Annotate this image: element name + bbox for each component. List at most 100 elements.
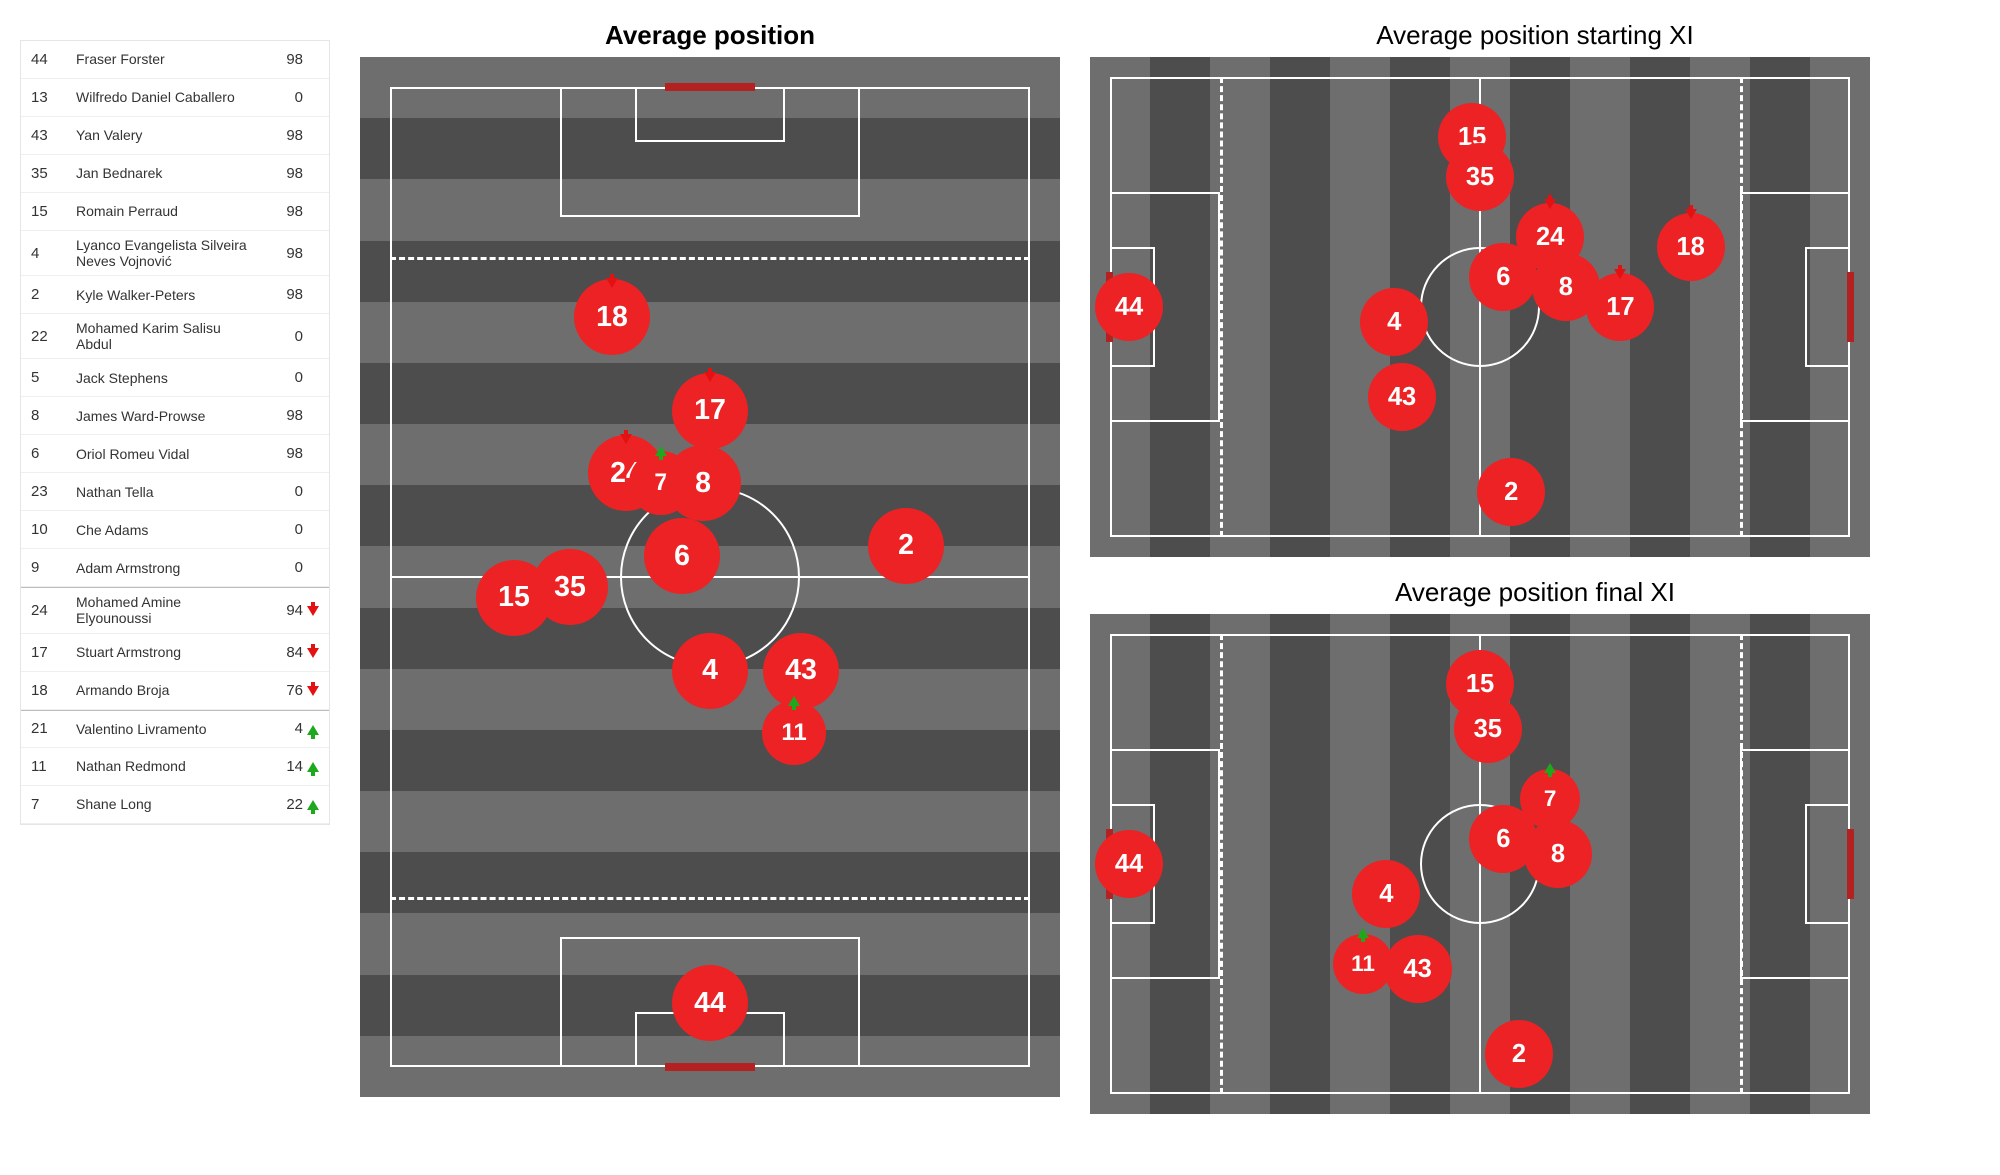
sub-out-icon (1544, 187, 1556, 216)
player-name: Jan Bednarek (76, 165, 252, 181)
sub-out-icon (1614, 257, 1626, 286)
sub-in-icon (307, 797, 321, 811)
player-minutes: 0 (252, 559, 307, 576)
player-name: Lyanco Evangelista Silveira Neves Vojnov… (76, 237, 252, 269)
table-row: 17Stuart Armstrong84 (21, 634, 329, 672)
final-chart-title: Average position final XI (1090, 577, 1980, 608)
player-name: Che Adams (76, 522, 252, 538)
player-dot: 43 (763, 633, 839, 709)
table-row: 11Nathan Redmond14 (21, 748, 329, 786)
player-minutes: 14 (252, 758, 307, 775)
player-number: 7 (31, 796, 76, 813)
player-name: Jack Stephens (76, 370, 252, 386)
player-number: 6 (31, 445, 76, 462)
player-minutes: 98 (252, 245, 307, 262)
main-avg-pitch: 181724786215354431144 (360, 57, 1060, 1097)
player-number: 10 (31, 521, 76, 538)
table-row: 35Jan Bednarek98 (21, 155, 329, 193)
player-minutes: 98 (252, 127, 307, 144)
player-number: 5 (31, 369, 76, 386)
table-row: 7Shane Long22 (21, 786, 329, 824)
player-minutes: 0 (252, 369, 307, 386)
table-row: 18Armando Broja76 (21, 672, 329, 710)
player-number: 44 (31, 51, 76, 68)
player-dot: 2 (1477, 458, 1545, 526)
player-number: 11 (31, 758, 76, 775)
table-row: 15Romain Perraud98 (21, 193, 329, 231)
player-minutes: 0 (252, 483, 307, 500)
player-dot: 18 (1657, 213, 1725, 281)
player-number: 22 (31, 328, 76, 345)
player-number: 18 (31, 682, 76, 699)
player-dot: 35 (1454, 695, 1522, 763)
sub-out-icon (620, 419, 632, 452)
sub-in-icon (1544, 753, 1556, 779)
player-dot: 17 (672, 373, 748, 449)
table-row: 10Che Adams0 (21, 511, 329, 549)
sub-out-icon (606, 263, 618, 296)
player-name: Mohamed Amine Elyounoussi (76, 594, 252, 626)
starting-chart-title: Average position starting XI (1090, 20, 1980, 51)
player-minutes: 98 (252, 445, 307, 462)
player-minutes: 98 (252, 286, 307, 303)
player-minutes: 98 (252, 165, 307, 182)
player-number: 23 (31, 483, 76, 500)
starting-xi-pitch: 441535246818174432 (1090, 57, 1870, 557)
player-dot: 4 (672, 633, 748, 709)
sub-out-icon (307, 645, 321, 659)
sub-none (307, 53, 321, 67)
player-name: Fraser Forster (76, 51, 252, 67)
player-number: 35 (31, 165, 76, 182)
player-name: Oriol Romeu Vidal (76, 446, 252, 462)
player-name: Yan Valery (76, 127, 252, 143)
table-row: 21Valentino Livramento4 (21, 710, 329, 748)
sub-none (307, 91, 321, 105)
player-number: 15 (31, 203, 76, 220)
player-dot: 44 (672, 965, 748, 1041)
sub-out-icon (307, 683, 321, 697)
player-minutes: 0 (252, 89, 307, 106)
player-dot: 6 (644, 518, 720, 594)
final-xi-pitch: 441535768411432 (1090, 614, 1870, 1114)
table-row: 44Fraser Forster98 (21, 41, 329, 79)
player-dot: 44 (1095, 273, 1163, 341)
player-dot: 8 (665, 445, 741, 521)
player-name: Mohamed Karim Salisu Abdul (76, 320, 252, 352)
player-table-container: 44Fraser Forster9813Wilfredo Daniel Caba… (20, 20, 330, 825)
sub-none (307, 371, 321, 385)
player-dot: 43 (1368, 363, 1436, 431)
player-minutes: 98 (252, 51, 307, 68)
player-dot: 35 (1446, 143, 1514, 211)
player-name: Wilfredo Daniel Caballero (76, 89, 252, 105)
player-dot: 4 (1360, 288, 1428, 356)
sub-in-icon (1357, 918, 1369, 944)
player-dot: 43 (1384, 935, 1452, 1003)
player-dot: 2 (868, 508, 944, 584)
sub-none (307, 246, 321, 260)
player-dot: 2 (1485, 1020, 1553, 1088)
table-row: 8James Ward-Prowse98 (21, 397, 329, 435)
player-minutes: 98 (252, 407, 307, 424)
player-name: Kyle Walker-Peters (76, 287, 252, 303)
player-name: Nathan Tella (76, 484, 252, 500)
player-minutes: 84 (252, 644, 307, 661)
sub-none (307, 409, 321, 423)
player-dot: 6 (1469, 243, 1537, 311)
player-name: Adam Armstrong (76, 560, 252, 576)
table-row: 6Oriol Romeu Vidal98 (21, 435, 329, 473)
player-table: 44Fraser Forster9813Wilfredo Daniel Caba… (20, 40, 330, 825)
player-minutes: 0 (252, 328, 307, 345)
player-dot: 35 (532, 549, 608, 625)
player-number: 9 (31, 559, 76, 576)
table-row: 13Wilfredo Daniel Caballero0 (21, 79, 329, 117)
player-name: Nathan Redmond (76, 758, 252, 774)
player-minutes: 0 (252, 521, 307, 538)
player-minutes: 94 (252, 602, 307, 619)
table-row: 9Adam Armstrong0 (21, 549, 329, 587)
table-row: 24Mohamed Amine Elyounoussi94 (21, 587, 329, 633)
sub-none (307, 523, 321, 537)
player-dot: 8 (1524, 820, 1592, 888)
sub-none (307, 329, 321, 343)
player-dot: 44 (1095, 830, 1163, 898)
sub-in-icon (655, 435, 667, 463)
